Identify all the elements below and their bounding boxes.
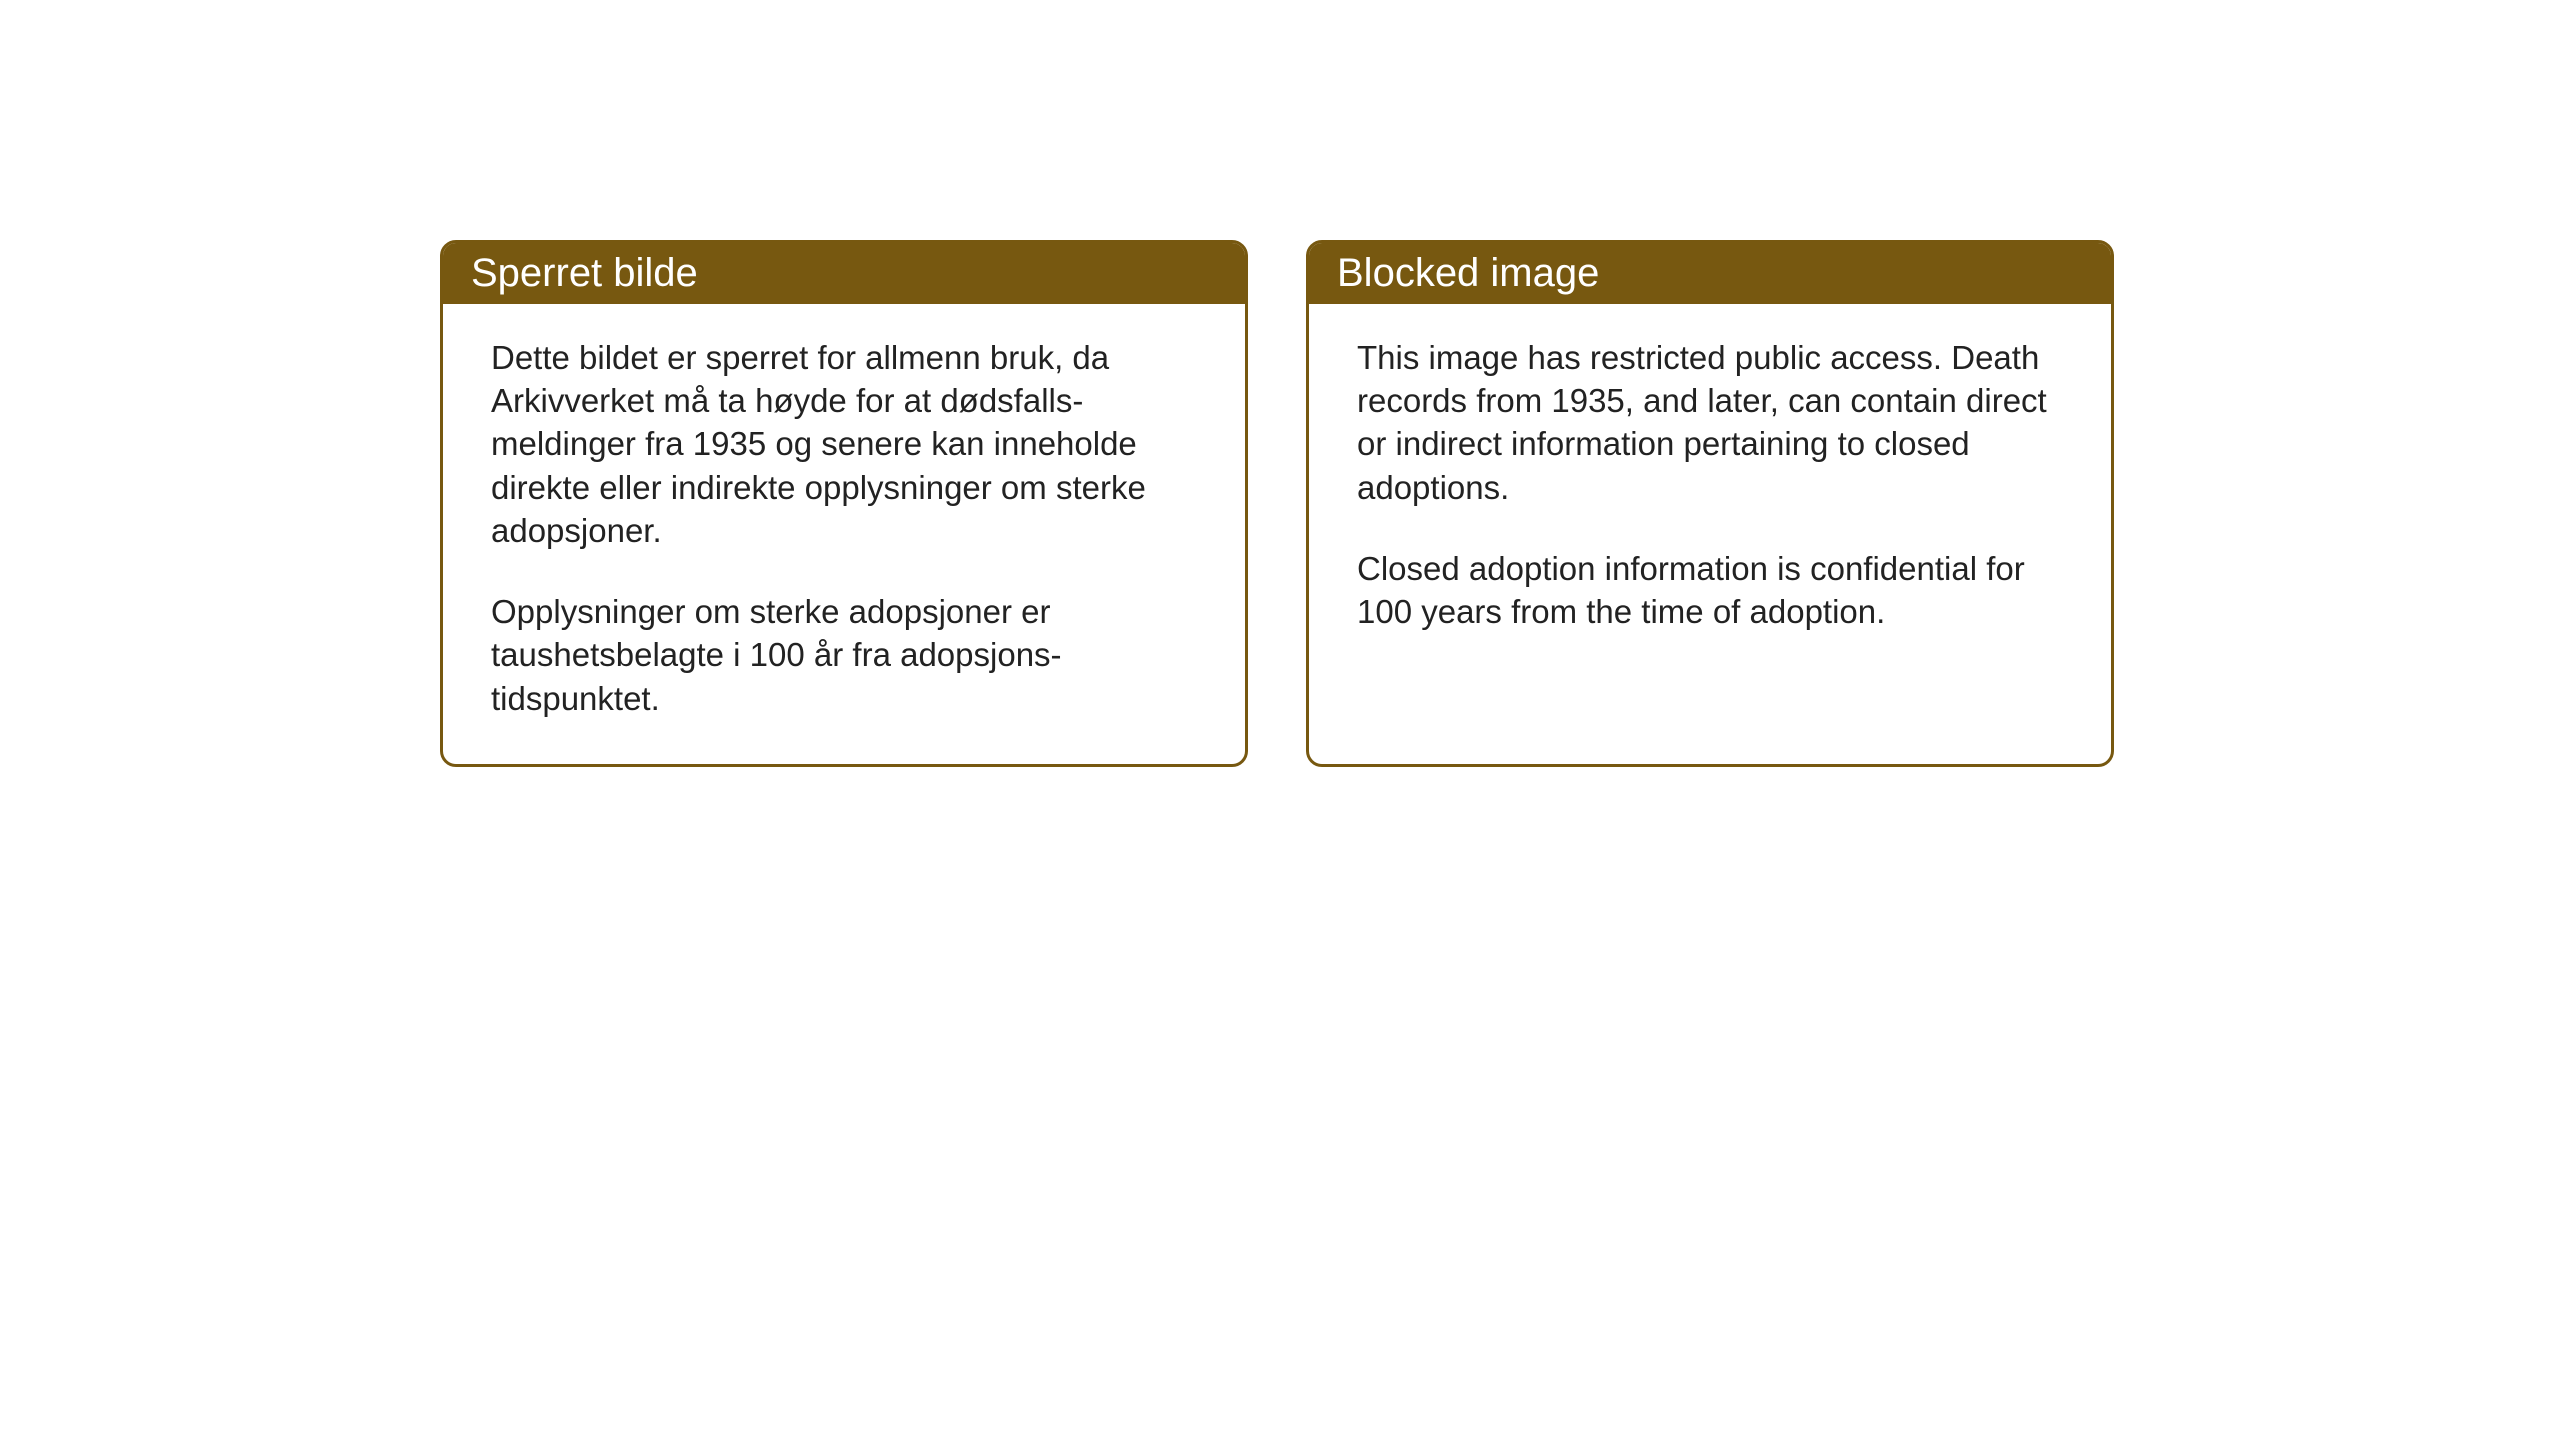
card-english-header: Blocked image: [1309, 243, 2111, 304]
card-norwegian-paragraph-1: Dette bildet er sperret for allmenn bruk…: [491, 336, 1197, 552]
card-english-title: Blocked image: [1337, 251, 1599, 295]
card-norwegian-body: Dette bildet er sperret for allmenn bruk…: [443, 304, 1245, 764]
card-norwegian-paragraph-2: Opplysninger om sterke adopsjoner er tau…: [491, 590, 1197, 720]
card-norwegian-title: Sperret bilde: [471, 251, 698, 295]
card-norwegian: Sperret bilde Dette bildet er sperret fo…: [440, 240, 1248, 767]
card-english-paragraph-1: This image has restricted public access.…: [1357, 336, 2063, 509]
card-english-body: This image has restricted public access.…: [1309, 304, 2111, 677]
cards-container: Sperret bilde Dette bildet er sperret fo…: [440, 240, 2114, 767]
card-norwegian-header: Sperret bilde: [443, 243, 1245, 304]
card-english-paragraph-2: Closed adoption information is confident…: [1357, 547, 2063, 633]
card-english: Blocked image This image has restricted …: [1306, 240, 2114, 767]
